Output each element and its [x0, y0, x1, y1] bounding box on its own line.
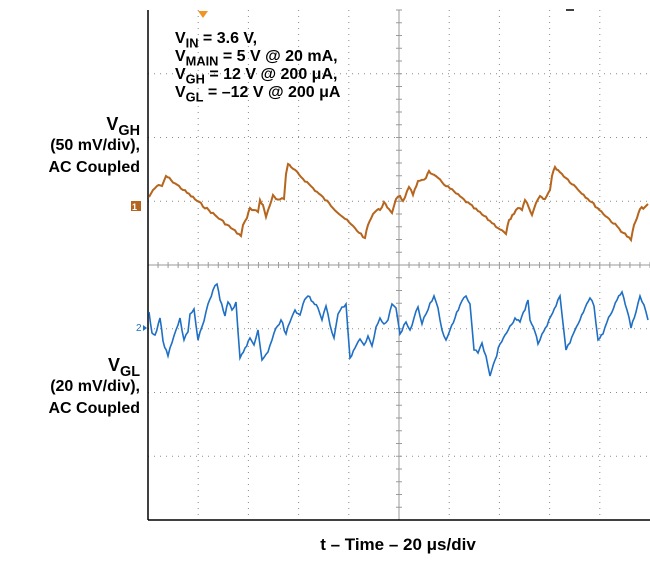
graticule	[147, 9, 650, 521]
ch1-name: VGH	[106, 114, 140, 140]
ch1-trace	[148, 162, 649, 243]
ch2-marker-label: 2	[136, 323, 142, 334]
ch2-trace	[148, 282, 649, 377]
conditions-block: VIN = 3.6 V, VMAIN = 5 V @ 20 mA, VGH = …	[175, 30, 341, 105]
ch1-ground-marker	[131, 201, 141, 211]
trigger-marker	[198, 11, 208, 18]
ch1-scale: (50 mV/div),	[50, 137, 140, 154]
condition-vmain: VMAIN = 5 V @ 20 mA,	[175, 48, 338, 69]
ch1-coupling: AC Coupled	[48, 159, 140, 176]
condition-vgh: VGH = 12 V @ 200 μA,	[175, 66, 338, 87]
x-axis-title: t – Time – 20 μs/div	[320, 535, 476, 554]
ch1-marker-label: 1	[132, 202, 137, 212]
ch1-label: VGH (50 mV/div), AC Coupled	[12, 113, 140, 179]
ch2-ground-marker	[143, 325, 147, 331]
ch2-coupling: AC Coupled	[48, 400, 140, 417]
ch2-scale: (20 mV/div),	[50, 378, 140, 395]
ch1-waveform-group	[148, 162, 649, 243]
ch2-label: VGL (20 mV/div), AC Coupled	[12, 354, 140, 420]
channel-markers: 12	[131, 11, 208, 334]
ch2-name: VGL	[108, 355, 140, 381]
condition-vin: VIN = 3.6 V,	[175, 30, 258, 51]
ch2-waveform-group	[148, 282, 649, 377]
condition-vgl: VGL = –12 V @ 200 μA	[175, 84, 341, 105]
